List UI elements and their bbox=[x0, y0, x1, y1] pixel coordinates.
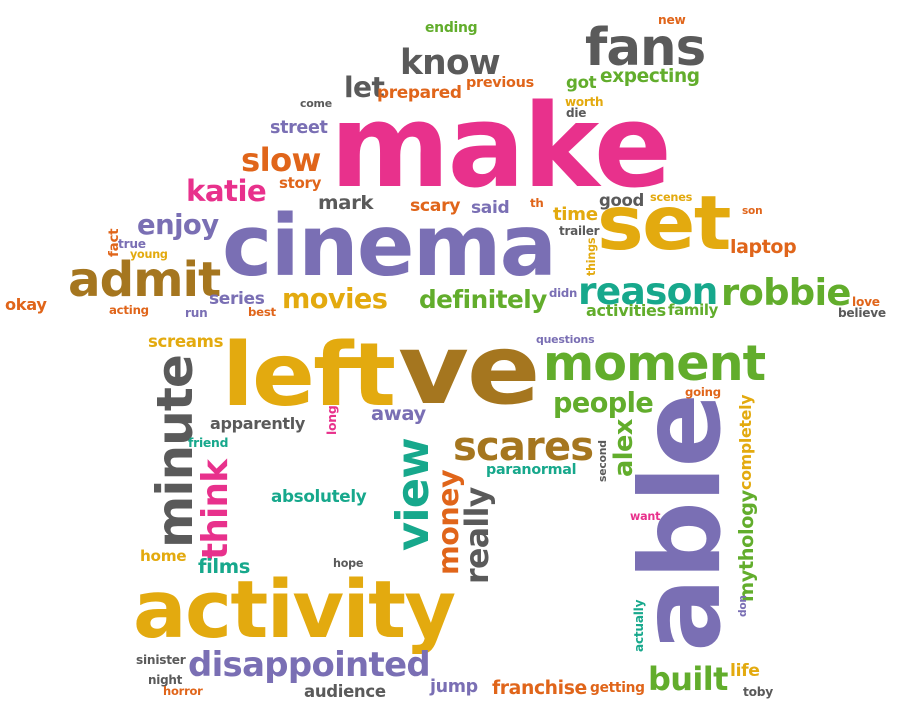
word-reason: reason bbox=[578, 269, 718, 313]
word-audience: audience bbox=[304, 682, 386, 701]
word-ve: ve bbox=[398, 312, 541, 426]
word-th: th bbox=[530, 195, 544, 210]
word-things: things bbox=[585, 237, 598, 276]
word-jump: jump bbox=[430, 677, 478, 697]
word-fans: fans bbox=[585, 17, 706, 78]
word-scary: scary bbox=[410, 196, 461, 216]
word-prepared: prepared bbox=[377, 81, 462, 102]
word-scares: scares bbox=[453, 424, 594, 470]
word-didn: didn bbox=[549, 286, 578, 300]
word-life: life bbox=[730, 661, 760, 681]
word-son: son bbox=[742, 205, 763, 217]
word-apparently: apparently bbox=[210, 413, 305, 433]
word-friend: friend bbox=[188, 435, 229, 450]
word-laptop: laptop bbox=[730, 235, 797, 258]
word-expecting: expecting bbox=[600, 65, 700, 87]
word-time: time bbox=[553, 204, 598, 225]
word-got: got bbox=[566, 72, 597, 92]
word-horror: horror bbox=[163, 683, 203, 698]
word-built: built bbox=[648, 660, 728, 698]
word-actually: actually bbox=[631, 599, 646, 652]
word-love: love bbox=[852, 294, 880, 309]
word-franchise: franchise bbox=[492, 677, 587, 699]
word-okay: okay bbox=[5, 294, 47, 314]
word-sinister: sinister bbox=[136, 652, 186, 667]
word-ending: ending bbox=[425, 20, 478, 36]
word-night: night bbox=[148, 672, 183, 687]
word-activity: activity bbox=[133, 562, 456, 656]
word-know: know bbox=[400, 43, 501, 83]
word-make: make bbox=[330, 80, 672, 214]
word-away: away bbox=[371, 401, 426, 425]
word-questions: questions bbox=[536, 333, 595, 346]
word-set: set bbox=[597, 178, 731, 267]
word-believe: believe bbox=[838, 305, 886, 320]
word-admit: admit bbox=[68, 252, 221, 308]
word-paranormal: paranormal bbox=[486, 461, 577, 478]
word-enjoy: enjoy bbox=[137, 209, 219, 241]
word-trailer: trailer bbox=[559, 224, 600, 238]
word-films: films bbox=[198, 555, 250, 578]
word-home: home bbox=[140, 547, 187, 565]
word-completely: completely bbox=[736, 394, 755, 490]
word-left: left bbox=[222, 323, 396, 426]
word-run: run bbox=[185, 305, 208, 320]
word-street: street bbox=[270, 117, 328, 138]
word-going: going bbox=[685, 384, 721, 399]
word-acting: acting bbox=[109, 303, 149, 317]
word-movies: movies bbox=[282, 284, 388, 315]
word-screams: screams bbox=[148, 332, 224, 351]
word-minute: minute bbox=[144, 355, 204, 548]
word-money: money bbox=[430, 469, 465, 575]
word-moment: moment bbox=[543, 334, 766, 392]
word-alex: alex bbox=[609, 419, 639, 477]
word-die: die bbox=[566, 105, 587, 120]
word-definitely: definitely bbox=[419, 284, 547, 314]
word-come: come bbox=[300, 97, 332, 110]
word-toby: toby bbox=[743, 684, 774, 699]
word-true: true bbox=[118, 236, 146, 251]
word-let: let bbox=[344, 70, 385, 104]
word-getting: getting bbox=[590, 679, 645, 696]
word-new: new bbox=[658, 12, 686, 27]
word-family: family bbox=[668, 301, 719, 319]
word-story: story bbox=[279, 173, 322, 192]
word-scenes: scenes bbox=[650, 191, 693, 204]
word-young: young bbox=[130, 248, 168, 261]
word-katie: katie bbox=[186, 173, 267, 208]
word-disappointed: disappointed bbox=[188, 646, 431, 685]
word-said: said bbox=[471, 197, 510, 218]
word-long: long bbox=[323, 405, 339, 435]
word-hope: hope bbox=[333, 557, 364, 570]
word-cinema: cinema bbox=[222, 197, 557, 296]
word-robbie: robbie bbox=[721, 270, 851, 314]
word-activities: activities bbox=[586, 300, 666, 320]
word-want: want bbox=[630, 510, 661, 523]
word-mythology: mythology bbox=[734, 490, 758, 602]
word-absolutely: absolutely bbox=[271, 485, 367, 506]
word-worth: worth bbox=[565, 94, 604, 109]
word-series: series bbox=[209, 287, 265, 308]
word-view: view bbox=[385, 438, 439, 551]
word-think: think bbox=[195, 459, 236, 560]
word-really: really bbox=[460, 487, 496, 584]
word-second: second bbox=[596, 440, 609, 482]
word-good: good bbox=[599, 191, 644, 210]
word-slow: slow bbox=[241, 140, 321, 179]
word-people: people bbox=[553, 388, 654, 419]
word-best: best bbox=[248, 305, 276, 319]
word-mark: mark bbox=[318, 192, 374, 214]
word-don: don bbox=[737, 595, 749, 617]
word-previous: previous bbox=[466, 75, 534, 91]
